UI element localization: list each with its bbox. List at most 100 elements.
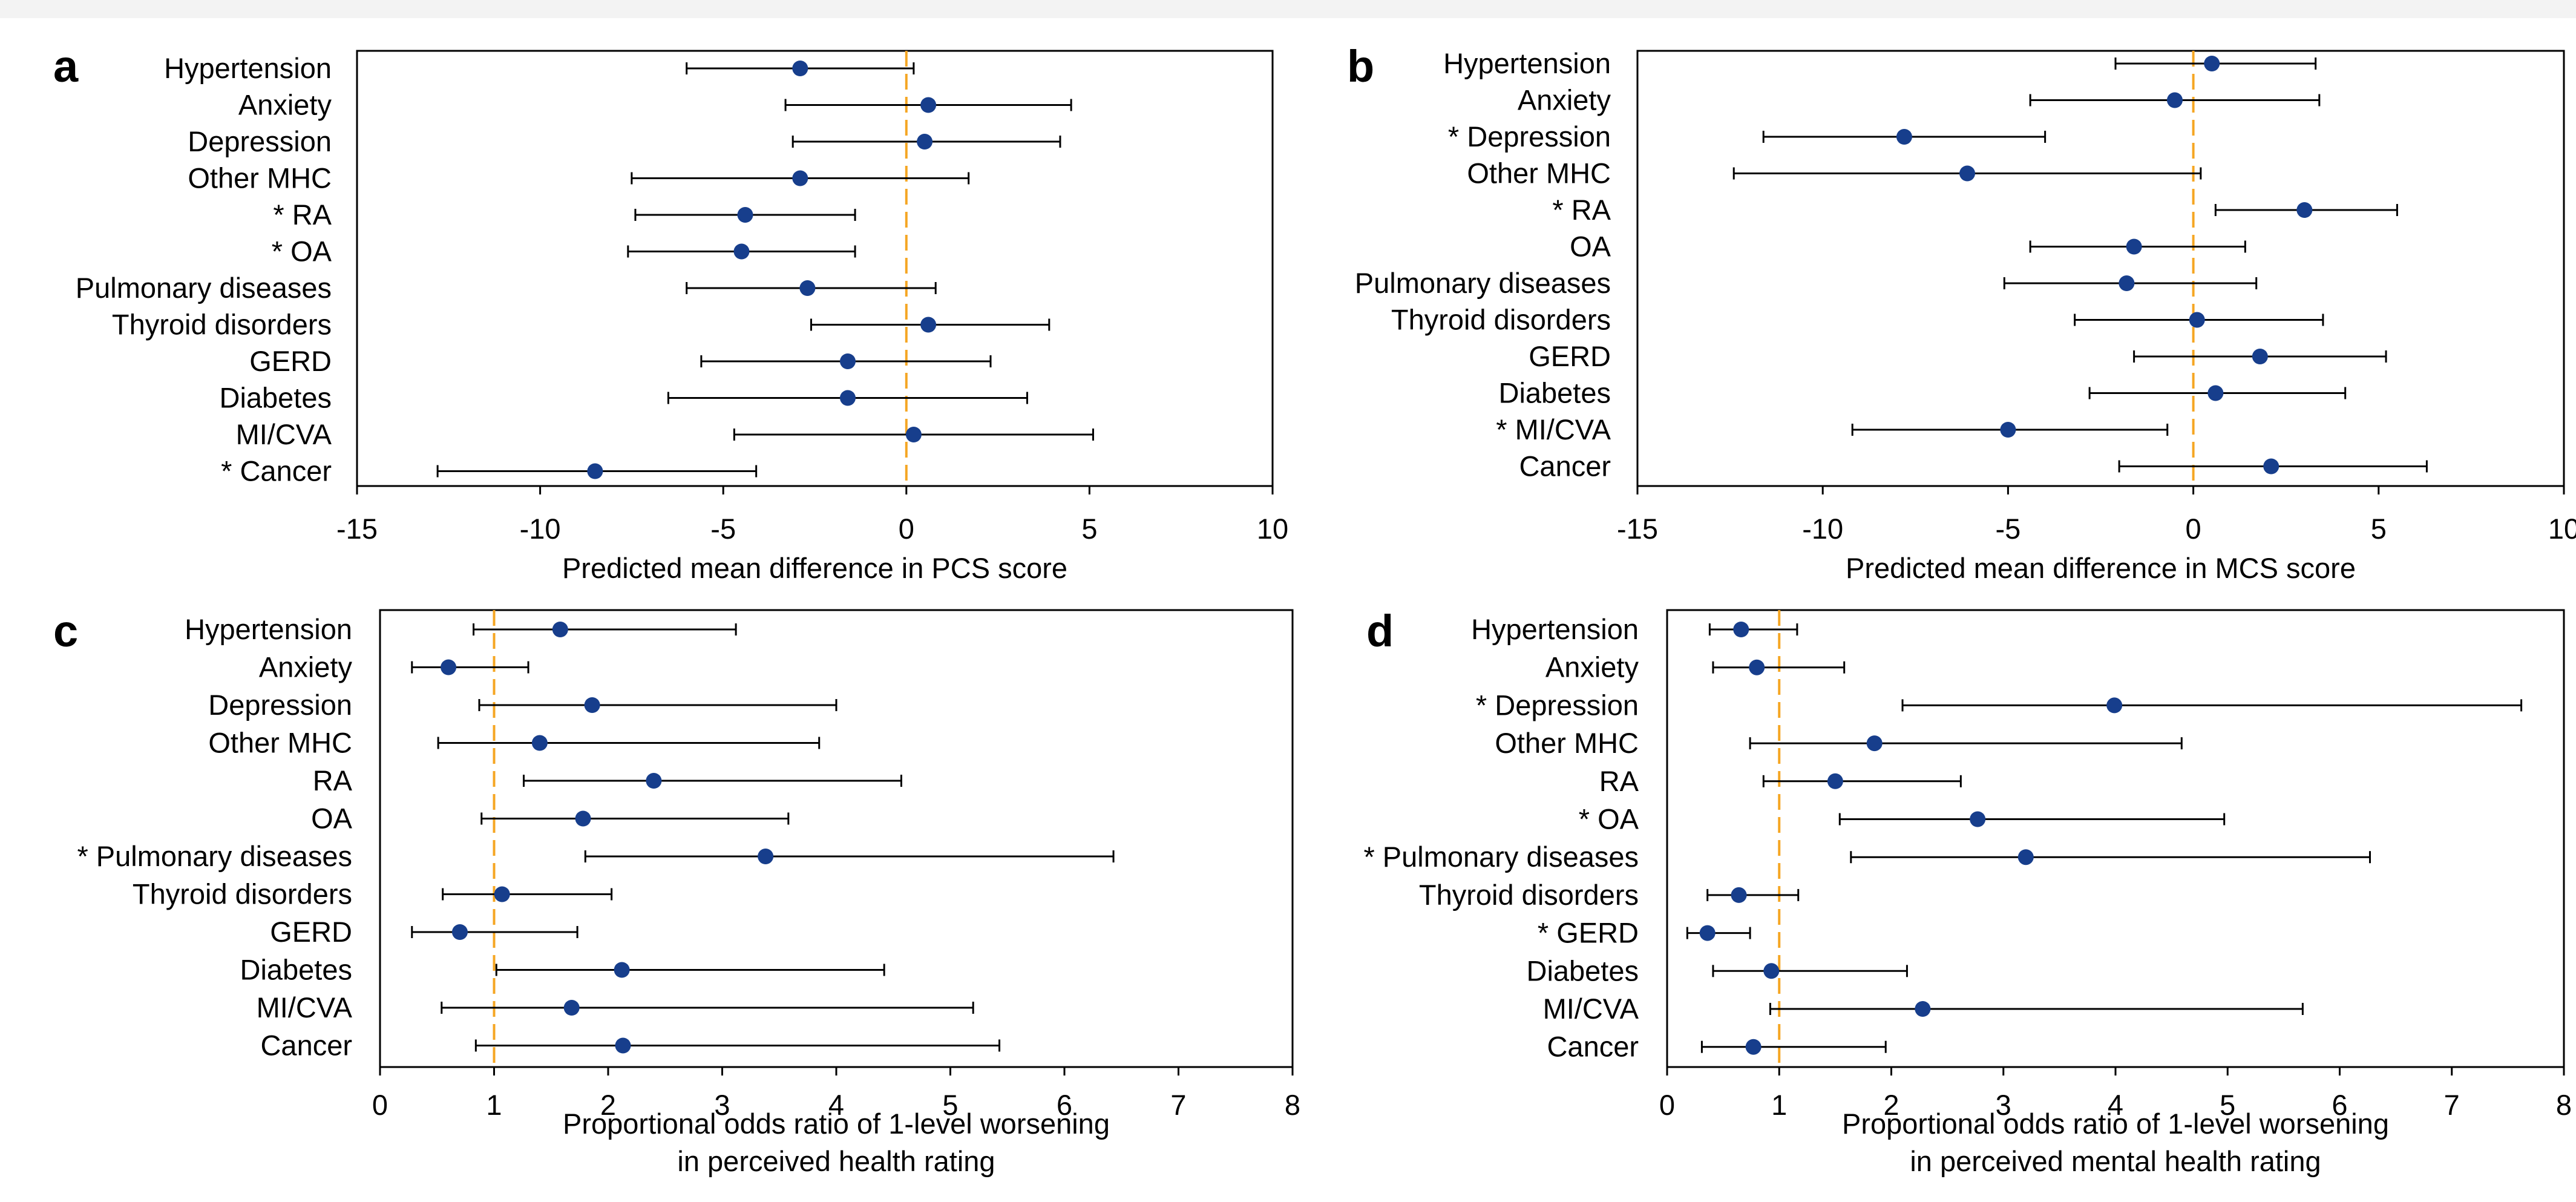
estimate-point [646,773,662,789]
category-label: Thyroid disorders [1419,879,1639,911]
x-tick-label: 1 [1771,1089,1787,1121]
category-label: Hypertension [185,613,352,645]
plot-frame [379,609,1294,1068]
category-label: OA [1570,231,1611,263]
x-tick-label: 2 [600,1089,616,1121]
category-label: RA [1599,765,1639,797]
estimate-point [737,207,753,223]
top-strip [0,0,2576,18]
estimate-point [494,886,510,902]
x-tick-label: 0 [372,1089,388,1121]
category-label: * OA [272,235,332,268]
category-label: Other MHC [1467,157,1611,189]
category-label: Diabetes [220,382,332,414]
x-tick-label: 7 [1170,1089,1186,1121]
x-tick-label: 0 [899,513,914,545]
panel-label: c [53,606,78,656]
estimate-point [2126,238,2142,255]
estimate-point [758,849,774,864]
category-label: Anxiety [259,651,353,683]
estimate-point [1827,773,1843,789]
estimate-point [1763,963,1780,979]
x-tick-label: 3 [1996,1089,2011,1121]
estimate-point [451,924,468,940]
category-label: GERD [1529,340,1611,372]
estimate-point [2166,92,2183,108]
panel-label: d [1366,606,1394,656]
plot-frame [356,50,1274,487]
x-axis-title: Predicted mean difference in PCS score [562,552,1067,584]
panel-b: b Hypertension Anxiety * Depression Other MH… [1347,41,2576,584]
x-tick-label: 6 [2332,1089,2347,1121]
category-label: Anxiety [1518,84,1611,116]
x-axis-title-line: in perceived health rating [677,1145,995,1177]
estimate-point [1749,659,1765,675]
category-label: Hypertension [164,52,332,84]
estimate-point [584,697,600,713]
panel-label: b [1347,41,1374,91]
plot-frame [1636,50,2565,487]
category-label: Diabetes [1527,954,1639,987]
x-tick-label: 1 [486,1089,502,1121]
estimate-point [1915,1001,1931,1017]
x-tick-label: 0 [2186,513,2201,545]
x-tick-label: 8 [1285,1089,1300,1121]
category-label: * RA [273,199,332,231]
category-label: Pulmonary diseases [1355,267,1611,299]
estimate-point [2263,458,2279,475]
x-tick-label: 5 [2220,1089,2235,1121]
estimate-point [2207,385,2224,401]
category-label: Thyroid disorders [112,309,332,341]
category-label: Thyroid disorders [1391,304,1611,336]
estimate-point [2106,697,2123,714]
category-label: * OA [1579,803,1639,835]
category-label: RA [313,764,353,796]
category-label: Hypertension [1471,613,1639,645]
estimate-point [917,134,933,149]
category-label: * Pulmonary diseases [77,840,352,872]
x-tick-label: 7 [2444,1089,2460,1121]
x-tick-label: -15 [1617,513,1658,545]
estimate-point [1959,165,1976,182]
estimate-point [799,280,816,296]
category-label: Other MHC [208,727,352,759]
category-label: Anxiety [1545,651,1639,683]
category-label: * MI/CVA [1496,413,1611,445]
category-label: Pulmonary diseases [76,272,332,304]
estimate-point [531,735,548,751]
category-label: * Depression [1476,689,1639,721]
panel-label: a [53,41,79,91]
x-tick-label: 5 [2371,513,2387,545]
estimate-point [1699,925,1716,941]
category-label: GERD [270,916,352,948]
estimate-point [2204,56,2220,71]
x-tick-label: -5 [1996,513,2021,545]
panel-d: d Hypertension Anxiety * Depression Other MH… [1363,606,2572,1177]
estimate-point [839,353,856,369]
category-label: Cancer [260,1030,352,1062]
estimate-point [1745,1039,1762,1055]
x-tick-label: 5 [942,1089,958,1121]
x-tick-label: 0 [1659,1089,1675,1121]
estimate-point [615,1037,631,1054]
category-label: Hypertension [1443,47,1611,79]
category-label: Diabetes [240,954,353,986]
estimate-point [2017,849,2034,865]
estimate-point [1866,735,1883,752]
estimate-point [1896,129,1912,145]
category-label: Anxiety [238,89,332,121]
estimate-point [563,1000,580,1016]
category-label: Diabetes [1499,377,1611,409]
estimate-point [587,463,603,479]
estimate-point [839,390,856,406]
category-label: OA [311,803,353,835]
category-label: Thyroid disorders [133,878,352,910]
category-label: Depression [208,689,352,721]
category-label: Depression [188,125,332,157]
panel-a: a Hypertension Anxiety Depression Other MHC *… [53,41,1288,584]
category-label: * Pulmonary diseases [1363,841,1639,873]
x-tick-label: -5 [710,513,736,545]
x-tick-label: -10 [1802,513,1843,545]
estimate-point [575,810,591,827]
